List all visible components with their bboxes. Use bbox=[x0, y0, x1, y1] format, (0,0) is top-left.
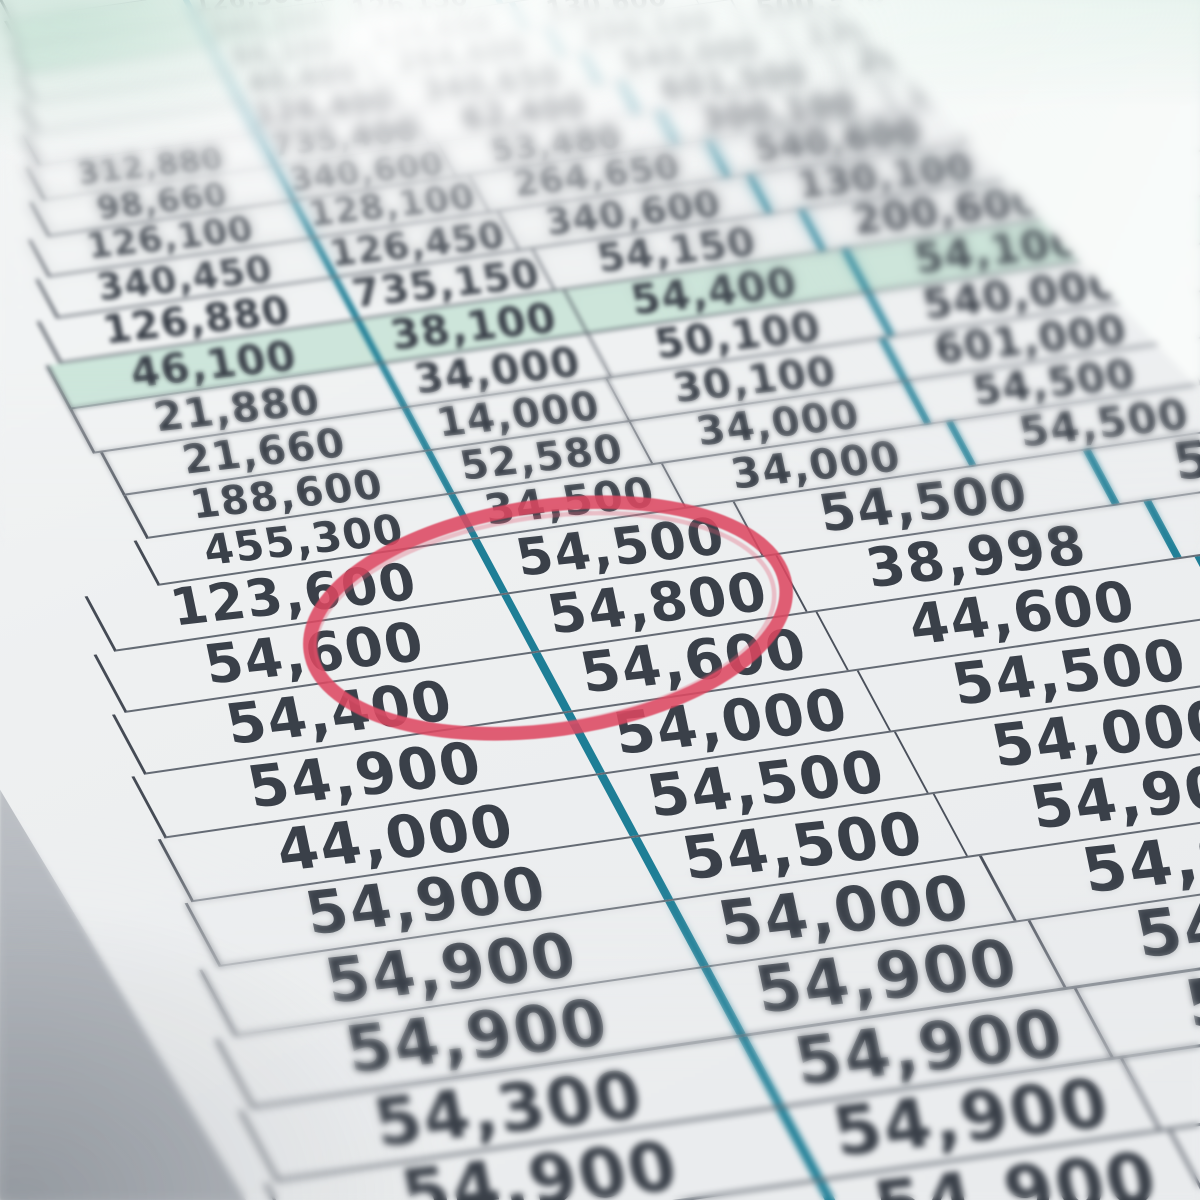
photo-of-spreadsheet: 240,100540,350164,200240,940126,300240,6… bbox=[0, 0, 1200, 1200]
